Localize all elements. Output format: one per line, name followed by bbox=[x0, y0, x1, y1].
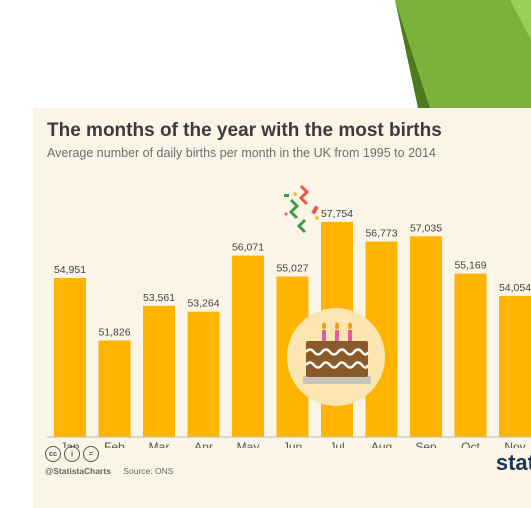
bar-jan bbox=[54, 277, 86, 437]
birthday-cake-icon bbox=[287, 308, 385, 406]
x-tick-nov: Nov bbox=[504, 440, 525, 448]
x-tick-aug: Aug bbox=[371, 440, 392, 448]
x-tick-oct: Oct bbox=[461, 440, 480, 448]
x-tick-jan: Jan bbox=[60, 440, 79, 448]
source-note: Source: ONS bbox=[123, 466, 174, 476]
data-label-may: 56,071 bbox=[232, 242, 264, 254]
x-tick-mar: Mar bbox=[149, 440, 170, 448]
bar-oct bbox=[454, 273, 487, 437]
bar-nov bbox=[499, 295, 531, 437]
data-label-sep: 57,035 bbox=[410, 222, 442, 234]
no-derivatives-icon[interactable]: = bbox=[83, 446, 99, 462]
x-tick-may: May bbox=[237, 440, 260, 448]
license-icons: cc i = bbox=[45, 446, 173, 462]
attribution-icon[interactable]: i bbox=[64, 446, 80, 462]
data-label-feb: 51,826 bbox=[98, 326, 130, 338]
data-label-nov: 54,054 bbox=[499, 282, 531, 294]
x-tick-jun: Jun bbox=[283, 440, 302, 448]
chart-title: The months of the year with the most bir… bbox=[47, 120, 442, 141]
chart-footer: cc i = @StatistaCharts Source: ONS bbox=[45, 446, 173, 476]
background-green-shape bbox=[395, 0, 531, 108]
statista-logo[interactable]: stat bbox=[495, 450, 531, 475]
chart-subtitle: Average number of daily births per month… bbox=[47, 146, 436, 160]
twitter-handle[interactable]: @StatistaCharts bbox=[45, 466, 111, 476]
data-label-oct: 55,169 bbox=[454, 260, 486, 272]
x-tick-sep: Sep bbox=[415, 440, 437, 448]
data-label-aug: 56,773 bbox=[365, 228, 397, 240]
bar-apr bbox=[187, 311, 220, 437]
x-tick-jul: Jul bbox=[329, 440, 344, 448]
bar-may bbox=[232, 255, 264, 437]
data-label-mar: 53,561 bbox=[143, 292, 175, 304]
chart-card: The months of the year with the most bir… bbox=[33, 108, 531, 508]
data-label-jan: 54,951 bbox=[54, 264, 86, 276]
creative-commons-icon[interactable]: cc bbox=[45, 446, 61, 462]
confetti-icon bbox=[284, 184, 319, 234]
bar-mar bbox=[143, 305, 175, 437]
x-tick-apr: Apr bbox=[194, 440, 213, 448]
data-label-jul: 57,754 bbox=[321, 208, 353, 220]
bar-feb bbox=[98, 340, 131, 437]
x-tick-feb: Feb bbox=[104, 440, 125, 448]
data-label-apr: 53,264 bbox=[187, 298, 219, 310]
data-label-jun: 55,027 bbox=[276, 262, 308, 274]
bar-sep bbox=[410, 236, 442, 437]
bar-chart: 54,951 51,826 53,561 53,264 56,071 55,027 57,7… bbox=[47, 184, 531, 448]
